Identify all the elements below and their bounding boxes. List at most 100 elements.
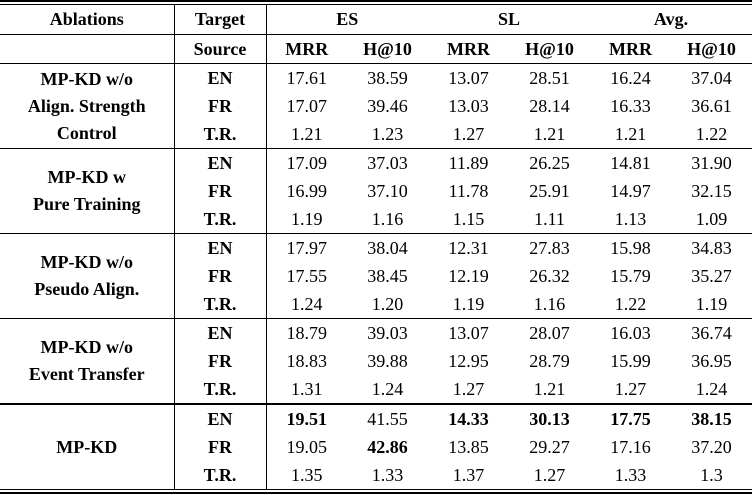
- value-cell: 1.3: [700, 464, 723, 485]
- value-cell: 16.33: [610, 95, 651, 116]
- table-row: FR 17.55 38.45 12.19 26.32 15.79 35.27: [0, 262, 752, 290]
- source-label: T.R.: [174, 375, 267, 404]
- table-row: MP-KD w/o Align. Strength Control EN 17.61 38…: [0, 63, 752, 149]
- ablation-block: MP-KD w/o Pseudo Align. EN 17.97 38.04 12.31 2…: [0, 233, 752, 319]
- table-row: FR 17.07 39.46 13.03 28.14 16.33 36.61: [0, 92, 752, 120]
- header-empty-cell: [0, 34, 175, 64]
- source-label: EN: [174, 148, 267, 177]
- value-cell: 1.33: [371, 464, 404, 485]
- value-cell: 17.75: [610, 408, 651, 429]
- ablation-results-table: Ablations Target ES SL Avg. Source MRR H…: [0, 4, 752, 490]
- value-cell: 1.21: [533, 123, 566, 144]
- value-cell: 28.14: [529, 95, 570, 116]
- value-cell: 1.23: [371, 123, 404, 144]
- value-cell: 38.45: [367, 265, 408, 286]
- value-cell: 1.27: [452, 123, 485, 144]
- value-cell: 16.24: [610, 67, 651, 88]
- value-cell: 1.21: [291, 123, 323, 144]
- source-label: EN: [174, 318, 267, 347]
- ablation-label: MP-KD w/o Align. Strength Control: [0, 63, 175, 149]
- ablation-label: MP-KD w/o Event Transfer: [0, 318, 175, 404]
- ablation-label-line: MP-KD w/o: [40, 68, 133, 89]
- value-cell: 1.20: [371, 293, 404, 314]
- table-row: FR 18.83 39.88 12.95 28.79 15.99 36.95: [0, 347, 752, 375]
- value-cell: 26.32: [529, 265, 570, 286]
- ablation-label: MP-KD w Pure Training: [0, 148, 175, 234]
- value-cell: 13.85: [448, 436, 489, 457]
- value-cell: 1.15: [452, 208, 485, 229]
- value-cell: 27.83: [529, 237, 570, 258]
- ablation-label-line: Pseudo Align.: [34, 279, 140, 299]
- value-cell: 16.99: [286, 180, 328, 201]
- value-cell: 30.13: [529, 408, 570, 429]
- header-metric-avg-h10: H@10: [671, 34, 752, 64]
- value-cell: 32.15: [691, 180, 732, 201]
- value-cell: 42.86: [367, 436, 408, 457]
- value-cell: 13.07: [448, 67, 489, 88]
- value-cell: 1.31: [291, 378, 323, 399]
- value-cell: 12.95: [448, 350, 489, 371]
- value-cell: 17.61: [286, 67, 328, 88]
- value-cell: 17.07: [286, 95, 328, 116]
- value-cell: 1.19: [695, 293, 728, 314]
- value-cell: 15.99: [610, 350, 651, 371]
- value-cell: 13.07: [448, 322, 489, 343]
- value-cell: 15.98: [610, 237, 651, 258]
- value-cell: 1.24: [291, 293, 323, 314]
- table-row: T.R. 1.24 1.20 1.19 1.16 1.22 1.19: [0, 290, 752, 319]
- header-metric-sl-h10: H@10: [509, 34, 590, 64]
- value-cell: 38.04: [367, 237, 408, 258]
- value-cell: 29.27: [529, 436, 570, 457]
- value-cell: 1.19: [291, 208, 323, 229]
- value-cell: 35.27: [691, 265, 732, 286]
- value-cell: 1.16: [371, 208, 404, 229]
- value-cell: 1.19: [452, 293, 485, 314]
- value-cell: 1.27: [452, 378, 485, 399]
- ablation-label-line: Control: [56, 122, 117, 143]
- value-cell: 14.81: [610, 152, 651, 173]
- value-cell: 14.97: [610, 180, 651, 201]
- table-row: T.R. 1.21 1.23 1.27 1.21 1.21 1.22: [0, 120, 752, 149]
- value-cell: 12.19: [448, 265, 489, 286]
- value-cell: 34.83: [691, 237, 732, 258]
- ablation-label: MP-KD w/o Pseudo Align.: [0, 233, 175, 319]
- value-cell: 39.46: [367, 95, 408, 116]
- header-ablations: Ablations: [0, 4, 175, 35]
- ablation-label-line: MP-KD: [56, 436, 118, 457]
- source-label: FR: [174, 262, 267, 290]
- source-label: T.R.: [174, 120, 267, 149]
- value-cell: 28.51: [529, 67, 570, 88]
- value-cell: 12.31: [448, 237, 489, 258]
- value-cell: 1.16: [533, 293, 566, 314]
- value-cell: 36.95: [691, 350, 732, 371]
- value-cell: 1.27: [533, 464, 566, 485]
- value-cell: 38.59: [367, 67, 408, 88]
- value-cell: 36.74: [691, 322, 732, 343]
- value-cell: 1.22: [614, 293, 647, 314]
- value-cell: 1.21: [614, 123, 647, 144]
- source-label: FR: [174, 92, 267, 120]
- value-cell: 1.21: [533, 378, 566, 399]
- value-cell: 15.79: [610, 265, 651, 286]
- header-metric-sl-mrr: MRR: [428, 34, 509, 64]
- ablation-label-line: Event Transfer: [28, 364, 145, 384]
- value-cell: 11.78: [448, 180, 489, 201]
- value-cell: 19.05: [286, 436, 328, 457]
- value-cell: 18.83: [286, 350, 328, 371]
- ablation-label-line: Pure Training: [32, 194, 141, 214]
- value-cell: 11.89: [448, 152, 489, 173]
- table-row: T.R. 1.31 1.24 1.27 1.21 1.27 1.24: [0, 375, 752, 404]
- value-cell: 39.03: [367, 322, 408, 343]
- table-row: MP-KD w/o Event Transfer EN 18.79 39.03 13.07…: [0, 318, 752, 404]
- value-cell: 18.79: [286, 322, 328, 343]
- header-source: Source: [174, 34, 267, 64]
- value-cell: 19.51: [286, 408, 328, 429]
- value-cell: 31.90: [691, 152, 732, 173]
- value-cell: 25.91: [529, 180, 570, 201]
- ablation-label-line: MP-KD w/o: [40, 337, 133, 357]
- ablation-label-line: Align. Strength: [27, 95, 146, 116]
- value-cell: 37.04: [691, 67, 732, 88]
- value-cell: 38.15: [691, 408, 732, 429]
